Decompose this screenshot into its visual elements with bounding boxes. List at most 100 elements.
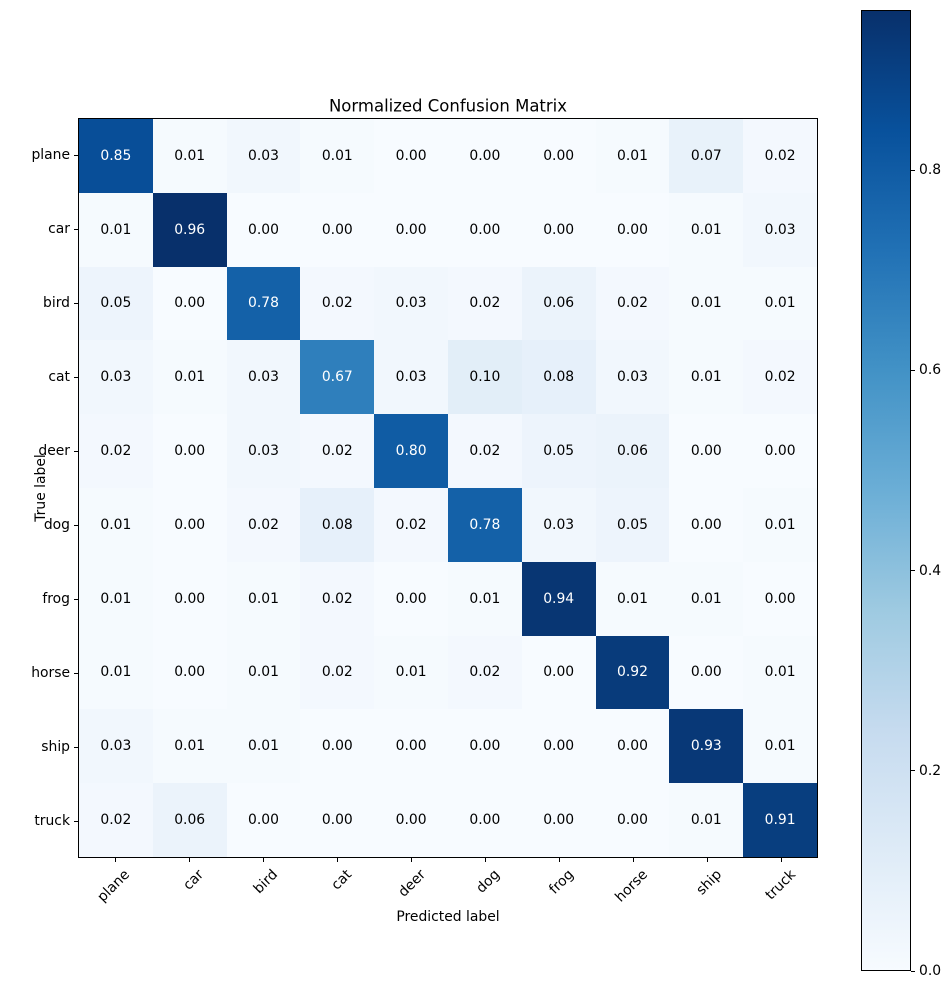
heatmap-axes: 0.85 0.01 0.03 0.01 0.00 0.00 0.00 0.01 0.07 0.02… [78,118,818,858]
matrix-cell: 0.00 [669,414,744,488]
y-tick-mark [74,302,78,304]
matrix-cell: 0.05 [595,488,670,562]
colorbar-tick-label: 0.2 [919,762,942,779]
matrix-cell: 0.01 [669,561,744,636]
y-tick-label: car [48,221,70,237]
matrix-cell: 0.00 [743,561,817,636]
matrix-cell: 0.01 [79,192,153,267]
colorbar-tick-label: 0.4 [919,562,942,579]
y-tick-label: bird [43,295,70,311]
matrix-cell: 0.01 [669,783,744,857]
colorbar-tick-mark [911,570,915,572]
matrix-cell: 0.01 [152,340,227,415]
matrix-cell: 0.08 [300,488,375,562]
matrix-cell: 0.00 [669,488,744,562]
matrix-cell: 0.03 [595,340,670,415]
matrix-cell: 0.01 [374,635,448,710]
matrix-cell: 0.00 [669,635,744,710]
x-tick-label: horse [612,866,652,906]
matrix-cell: 0.02 [300,414,375,488]
matrix-cell: 0.00 [521,635,596,710]
x-tick-mark [410,858,412,862]
y-tick-mark [74,524,78,526]
matrix-cell: 0.01 [300,119,375,193]
matrix-cell: 0.01 [152,709,227,784]
matrix-cell: 0.03 [226,119,301,193]
matrix-cell: 0.02 [300,561,375,636]
matrix-cell: 0.00 [448,192,522,267]
matrix-cell: 0.07 [669,119,744,193]
matrix-cell: 0.00 [152,266,227,341]
colorbar-tick-mark [911,770,915,772]
colorbar [861,10,911,971]
matrix-cell: 0.00 [152,488,227,562]
colorbar-tick-label: 0.6 [919,362,942,379]
matrix-cell: 0.01 [79,488,153,562]
matrix-cell: 0.02 [79,414,153,488]
matrix-cell: 0.03 [374,266,448,341]
matrix-cell: 0.01 [743,709,817,784]
x-tick-mark [336,858,338,862]
matrix-cell: 0.00 [595,709,670,784]
matrix-cell: 0.78 [448,488,522,562]
matrix-cell: 0.01 [743,266,817,341]
y-tick-label: truck [34,813,70,829]
x-tick-mark [558,858,560,862]
matrix-cell: 0.93 [669,709,744,784]
y-tick-label: ship [41,739,70,755]
matrix-cell: 0.00 [226,783,301,857]
x-tick-mark [780,858,782,862]
matrix-cell: 0.00 [448,119,522,193]
matrix-cell: 0.94 [521,561,596,636]
matrix-cell: 0.00 [374,192,448,267]
matrix-cell: 0.03 [79,340,153,415]
matrix-cell: 0.00 [300,709,375,784]
y-tick-mark [74,820,78,822]
matrix-cell: 0.01 [669,192,744,267]
matrix-cell: 0.01 [448,561,522,636]
matrix-cell: 0.01 [226,709,301,784]
matrix-cell: 0.02 [595,266,670,341]
matrix-cell: 0.05 [79,266,153,341]
matrix-cell: 0.05 [521,414,596,488]
matrix-cell: 0.00 [152,414,227,488]
matrix-cell: 0.03 [374,340,448,415]
heatmap-cell-grid: 0.85 0.01 0.03 0.01 0.00 0.00 0.00 0.01 0.07 0.02… [79,119,817,857]
x-tick-label: bird [250,866,282,898]
x-tick-label: car [180,866,208,894]
matrix-cell: 0.01 [595,561,670,636]
matrix-cell: 0.00 [448,709,522,784]
matrix-cell: 0.02 [743,340,817,415]
matrix-cell: 0.06 [595,414,670,488]
x-tick-mark [114,858,116,862]
matrix-cell: 0.96 [152,192,227,267]
x-tick-label: dog [473,866,504,897]
matrix-cell: 0.02 [448,635,522,710]
matrix-cell: 0.02 [300,266,375,341]
matrix-cell: 0.00 [374,119,448,193]
matrix-cell: 0.00 [521,192,596,267]
matrix-cell: 0.67 [300,340,375,415]
matrix-cell: 0.00 [300,783,375,857]
x-tick-mark [632,858,634,862]
matrix-cell: 0.00 [152,561,227,636]
matrix-cell: 0.01 [669,340,744,415]
y-tick-label: frog [42,591,70,607]
matrix-cell: 0.00 [595,192,670,267]
matrix-cell: 0.00 [521,119,596,193]
matrix-cell: 0.78 [226,266,301,341]
matrix-cell: 0.00 [521,709,596,784]
matrix-cell: 0.03 [226,340,301,415]
matrix-cell: 0.00 [448,783,522,857]
colorbar-tick-label: 0.0 [919,963,942,979]
y-axis-label: True label [33,454,49,522]
matrix-cell: 0.02 [300,635,375,710]
x-tick-label: deer [395,866,430,901]
matrix-cell: 0.01 [152,119,227,193]
matrix-cell: 0.03 [521,488,596,562]
x-tick-label: ship [693,866,726,899]
matrix-cell: 0.92 [595,635,670,710]
y-tick-label: dog [43,517,70,533]
x-tick-label: cat [328,866,356,894]
